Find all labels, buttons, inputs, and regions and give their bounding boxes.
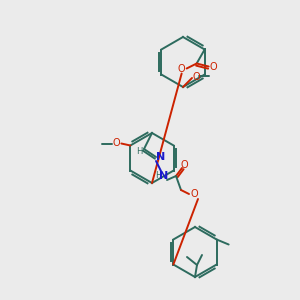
Text: O: O — [112, 139, 120, 148]
Text: N: N — [156, 152, 166, 162]
Text: O: O — [210, 61, 218, 71]
Text: O: O — [180, 160, 188, 170]
Text: O: O — [190, 189, 198, 199]
Text: H: H — [155, 172, 161, 181]
Text: O: O — [192, 72, 200, 82]
Text: O: O — [178, 64, 185, 74]
Text: N: N — [159, 171, 169, 181]
Text: H: H — [136, 148, 142, 157]
